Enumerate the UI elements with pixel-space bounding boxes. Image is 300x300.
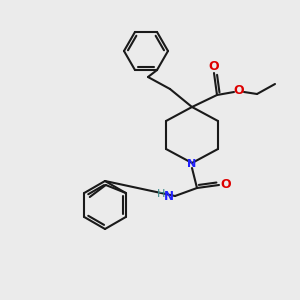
Text: N: N bbox=[188, 159, 196, 169]
Text: O: O bbox=[209, 59, 219, 73]
Text: H: H bbox=[157, 189, 165, 199]
Text: N: N bbox=[164, 190, 174, 203]
Text: O: O bbox=[234, 85, 244, 98]
Text: O: O bbox=[221, 178, 231, 191]
